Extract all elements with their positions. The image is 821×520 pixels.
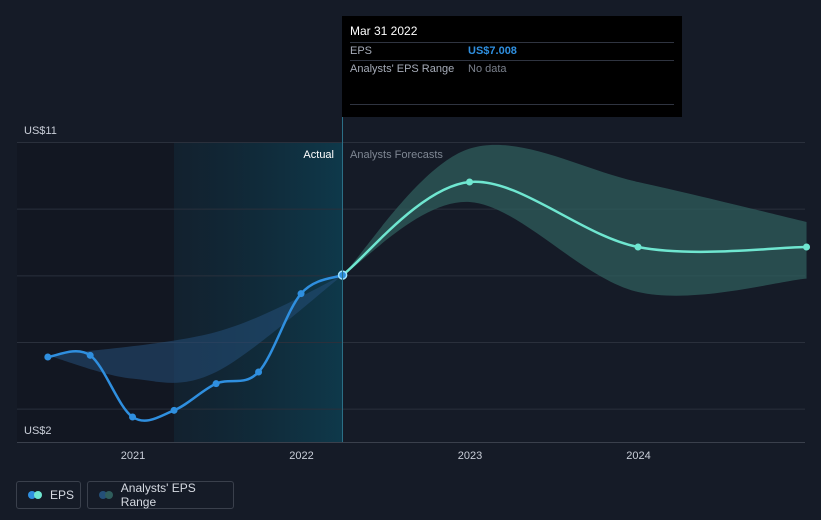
x-tick-label: 2024 xyxy=(626,450,650,462)
eps-actual-line xyxy=(46,273,344,422)
x-tick-label: 2022 xyxy=(289,450,313,462)
eps-point xyxy=(86,351,94,359)
tooltip-eps-value: US$7.008 xyxy=(468,45,517,57)
y-axis-max-label: US$11 xyxy=(24,125,57,137)
past-eps-range-band xyxy=(47,275,343,383)
forecast-point xyxy=(803,243,811,251)
tooltip-divider xyxy=(350,104,674,105)
x-tick-label: 2023 xyxy=(458,450,482,462)
eps-point xyxy=(129,413,137,421)
legend-range-button[interactable]: Analysts' EPS Range xyxy=(87,481,234,509)
tooltip-eps-row: EPS US$7.008 xyxy=(350,42,674,60)
tooltip-range-row: Analysts' EPS Range No data xyxy=(350,60,674,78)
eps-point xyxy=(44,353,52,361)
legend-eps-label: EPS xyxy=(50,488,75,502)
x-tick-label: 2021 xyxy=(121,450,145,462)
tooltip-eps-label: EPS xyxy=(350,45,373,57)
tooltip-date: Mar 31 2022 xyxy=(350,24,418,38)
eps-forecast-line xyxy=(341,180,808,277)
tooltip-range-value: No data xyxy=(468,63,507,75)
legend-eps-button[interactable]: EPS xyxy=(16,481,81,509)
actual-section-label: Actual xyxy=(303,149,334,161)
eps-point xyxy=(255,368,263,376)
past-background-shade xyxy=(17,142,174,442)
forecast-section-label: Analysts Forecasts xyxy=(350,149,443,161)
forecast-point xyxy=(466,178,474,186)
eps-point xyxy=(170,406,178,414)
legend-range-label: Analysts' EPS Range xyxy=(120,481,196,509)
eps-point xyxy=(297,290,305,298)
y-axis-min-label: US$2 xyxy=(24,425,52,437)
range-legend-swatch-icon xyxy=(99,491,115,499)
eps-point xyxy=(212,380,220,388)
forecast-point xyxy=(634,243,642,251)
eps-legend-swatch-icon xyxy=(28,491,44,499)
tooltip-range-label: Analysts' EPS Range xyxy=(350,63,455,75)
tooltip: Mar 31 2022 EPS US$7.008 Analysts' EPS R… xyxy=(342,16,682,117)
